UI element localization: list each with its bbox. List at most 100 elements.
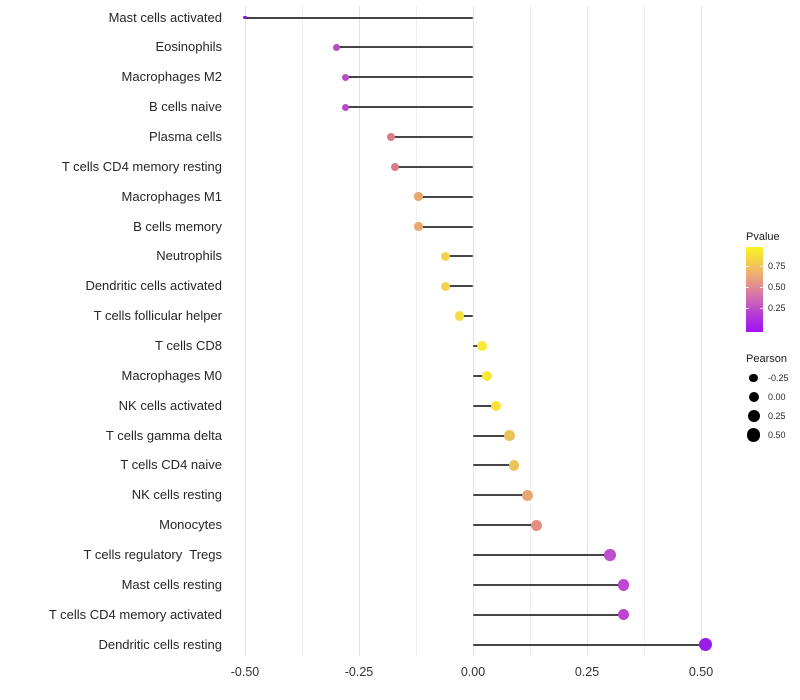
gridline-major — [701, 6, 702, 656]
lollipop-stem — [418, 225, 473, 228]
lollipop-stem — [418, 195, 473, 198]
x-axis-tick-label: 0.50 — [688, 665, 714, 679]
lollipop-stem — [473, 464, 515, 467]
category-label: Mast cells resting — [121, 576, 222, 592]
category-label: T cells CD4 memory resting — [61, 158, 222, 174]
lollipop-stem — [395, 165, 473, 168]
lollipop-stem — [445, 255, 473, 258]
lollipop-dot — [391, 162, 400, 171]
lollipop-stem — [473, 434, 510, 437]
gridline-minor — [644, 6, 645, 656]
gridline-minor — [302, 6, 303, 656]
pvalue-legend-tick-label: 0.50 — [768, 282, 786, 292]
category-label: Macrophages M1 — [121, 188, 222, 204]
gridline-major — [359, 6, 360, 656]
pearson-size-legend-circle — [747, 410, 760, 422]
lollipop-dot — [481, 370, 492, 381]
category-label: Eosinophils — [155, 39, 223, 55]
pearson-size-legend-label: 0.50 — [768, 430, 786, 440]
lollipop-stem — [473, 553, 610, 556]
lollipop-dot — [699, 638, 713, 652]
lollipop-dot — [441, 281, 451, 291]
colorbar-tick — [760, 308, 763, 309]
category-label: T cells CD4 naive — [120, 457, 222, 473]
colorbar-tick — [746, 308, 749, 309]
colorbar-tick — [746, 266, 749, 267]
lollipop-dot — [604, 549, 616, 561]
lollipop-stem — [473, 404, 496, 407]
colorbar-tick — [760, 266, 763, 267]
lollipop-dot — [490, 400, 501, 411]
lollipop-stem — [390, 135, 473, 138]
pearson-size-legend-label: 0.00 — [768, 392, 786, 402]
lollipop-stem — [473, 524, 537, 527]
category-label: B cells naive — [149, 99, 222, 115]
lollipop-stem — [473, 583, 624, 586]
lollipop-dot — [386, 132, 395, 141]
x-axis-tick-label: 0.25 — [574, 665, 600, 679]
lollipop-dot — [504, 430, 515, 441]
category-label: T cells regulatory Tregs — [83, 546, 222, 562]
lollipop-dot — [332, 43, 340, 51]
lollipop-dot — [414, 192, 423, 201]
lollipop-dot — [441, 251, 451, 261]
pearson-size-legend-label: 0.25 — [768, 411, 786, 421]
gridline-major — [245, 6, 246, 656]
category-label: Dendritic cells resting — [98, 636, 222, 652]
category-label: T cells follicular helper — [93, 308, 222, 324]
category-label: Dendritic cells activated — [85, 278, 222, 294]
lollipop-dot — [617, 608, 630, 621]
lollipop-dot — [454, 311, 465, 321]
category-label: T cells CD8 — [155, 337, 222, 353]
pearson-size-legend-circle — [749, 373, 758, 383]
pvalue-legend-title: Pvalue — [746, 231, 780, 243]
lollipop-stem — [473, 643, 706, 646]
lollipop-dot — [617, 579, 630, 591]
pearson-legend-title: Pearson — [746, 353, 787, 365]
lollipop-stem — [345, 106, 473, 109]
category-label: Neutrophils — [156, 248, 222, 264]
gridline-major — [587, 6, 588, 656]
lollipop-dot — [243, 15, 247, 20]
pvalue-legend-tick-label: 0.75 — [768, 261, 786, 271]
lollipop-stem — [445, 285, 473, 288]
lollipop-stem — [336, 46, 473, 49]
lollipop-stem — [345, 76, 473, 79]
lollipop-dot — [531, 519, 543, 531]
pearson-size-legend-circle — [748, 392, 759, 402]
category-label: Mast cells activated — [108, 9, 222, 25]
gridline-minor — [416, 6, 417, 656]
lollipop-stem — [245, 16, 473, 19]
lollipop-dot — [414, 222, 423, 231]
lollipop-dot — [477, 340, 488, 351]
lollipop-dot — [508, 460, 520, 471]
pvalue-colorbar — [746, 247, 763, 332]
category-label: Plasma cells — [149, 128, 222, 144]
lollipop-dot — [341, 103, 349, 111]
gridline-major — [473, 6, 474, 656]
lollipop-stem — [473, 374, 487, 377]
pearson-size-legend-circle — [746, 428, 761, 442]
lollipop-dot — [341, 73, 349, 81]
x-axis-tick-label: -0.25 — [344, 665, 374, 679]
category-label: NK cells resting — [131, 487, 222, 503]
lollipop-stem — [459, 315, 473, 318]
category-label: B cells memory — [133, 218, 222, 234]
gridline-minor — [530, 6, 531, 656]
category-label: T cells CD4 memory activated — [48, 606, 222, 622]
pvalue-legend-tick-label: 0.25 — [768, 303, 786, 313]
pearson-size-legend-label: -0.25 — [768, 373, 789, 383]
lollipop-dot — [522, 489, 534, 501]
colorbar-tick — [746, 287, 749, 288]
colorbar-tick — [760, 287, 763, 288]
x-axis-tick-label: 0.00 — [460, 665, 486, 679]
category-label: Monocytes — [159, 517, 222, 533]
category-label: NK cells activated — [118, 397, 222, 413]
lollipop-stem — [473, 494, 528, 497]
lollipop-stem — [473, 613, 624, 616]
category-label: Macrophages M2 — [121, 69, 222, 85]
category-label: Macrophages M0 — [121, 367, 222, 383]
category-label: T cells gamma delta — [105, 427, 222, 443]
x-axis-tick-label: -0.50 — [230, 665, 260, 679]
